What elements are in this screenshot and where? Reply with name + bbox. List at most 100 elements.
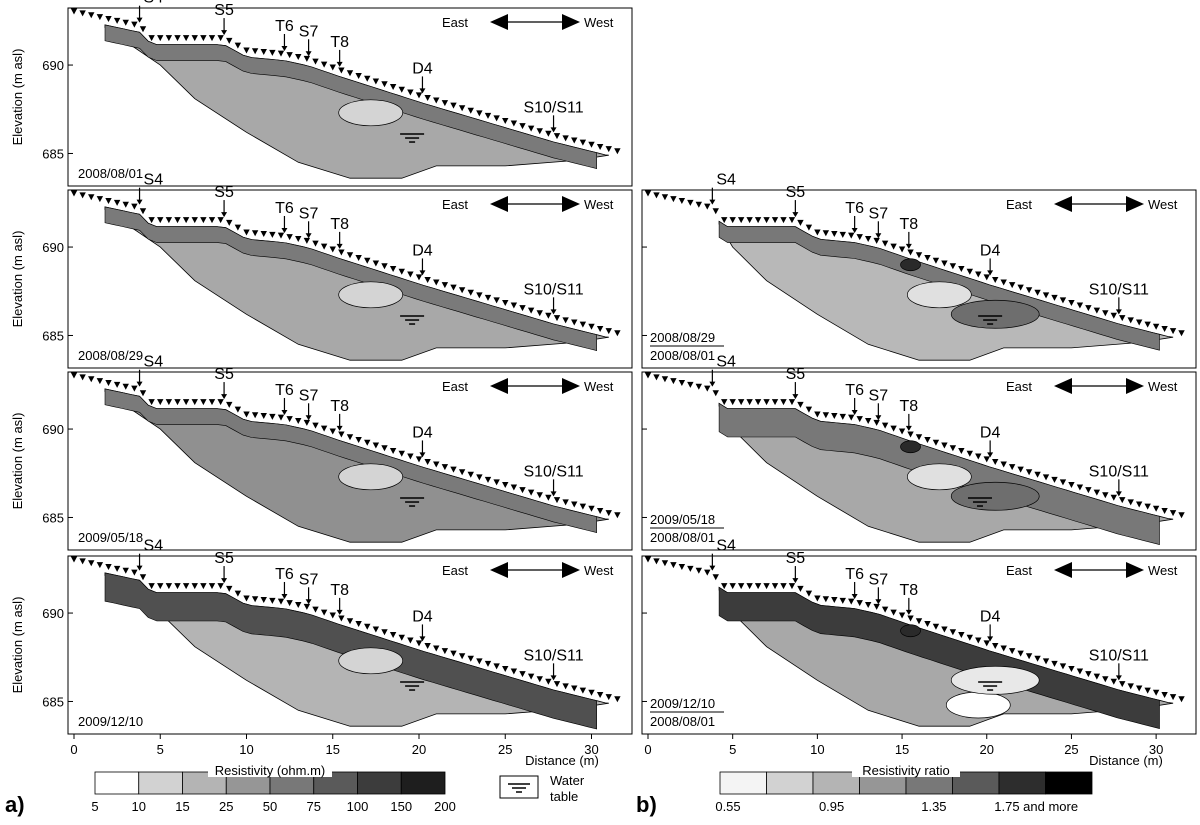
electrode-marker	[493, 663, 500, 670]
marker-arrowhead	[550, 127, 557, 133]
date-label-bottom: 2008/08/01	[650, 348, 715, 363]
electrode-marker	[70, 372, 78, 379]
direction-arrowhead	[562, 378, 580, 394]
electrode-marker	[890, 425, 897, 432]
electrode-marker	[182, 583, 190, 590]
electrode-marker	[251, 230, 259, 237]
electrode-marker	[139, 390, 147, 397]
legend-a-tick: 200	[434, 799, 456, 814]
marker-label: S10/S11	[523, 281, 583, 298]
near-surface-zone	[104, 206, 597, 351]
electrode-marker	[338, 67, 345, 74]
marker-label: T8	[900, 216, 919, 233]
electrode-marker	[476, 292, 483, 299]
electrode-marker	[941, 626, 948, 633]
electrode-marker	[389, 448, 397, 455]
electrode-marker	[286, 234, 293, 241]
electrode-marker	[644, 556, 652, 563]
electrode-marker	[653, 374, 660, 381]
electrode-marker	[389, 632, 397, 639]
electrode-marker	[805, 406, 813, 413]
electrode-marker	[1034, 289, 1041, 296]
electrode-marker	[571, 319, 578, 326]
ratio-zone	[950, 299, 1040, 329]
marker-label: S4	[144, 0, 164, 7]
marker-arrowhead	[281, 593, 288, 599]
electrode-marker	[260, 597, 267, 604]
electrode-marker	[1025, 287, 1033, 294]
electrode-marker	[527, 307, 535, 314]
electrode-marker	[1135, 501, 1143, 508]
electrode-marker	[355, 436, 362, 443]
electrode-marker	[605, 510, 612, 517]
marker-arrowhead	[281, 45, 288, 51]
direction-arrowhead	[490, 196, 508, 212]
direction-arrowhead	[490, 14, 508, 30]
electrode-marker	[502, 481, 509, 488]
resistivity-anomaly	[338, 281, 404, 309]
electrode-marker	[553, 133, 561, 140]
electrode-marker	[415, 640, 423, 647]
y-tick-label: 690	[42, 58, 64, 73]
electrode-marker	[433, 279, 440, 286]
y-tick-label: 690	[42, 606, 64, 621]
electrode-marker	[653, 192, 660, 199]
electrode-marker	[519, 305, 526, 312]
electrode-marker	[148, 583, 155, 590]
marker-arrowhead	[875, 233, 882, 239]
electrode-marker	[1051, 476, 1058, 483]
electrode-marker	[269, 49, 276, 56]
marker-arrowhead	[136, 565, 143, 571]
electrode-marker	[450, 650, 457, 657]
direction-arrowhead	[1054, 196, 1072, 212]
resistivity-anomaly	[338, 99, 404, 127]
electrode-marker	[122, 19, 129, 26]
marker-arrowhead	[419, 452, 426, 458]
electrode-marker	[191, 217, 198, 224]
electrode-marker	[864, 236, 872, 243]
marker-label: S7	[299, 23, 319, 40]
electrode-marker	[458, 469, 466, 476]
electrode-marker	[1017, 466, 1024, 473]
electrode-marker	[907, 615, 914, 622]
marker-label: T8	[330, 34, 349, 51]
electrode-marker	[295, 236, 302, 243]
date-label: 2009/12/10	[78, 714, 143, 729]
marker-arrowhead	[905, 425, 912, 431]
electrode-marker	[484, 294, 492, 301]
electrode-marker	[320, 609, 328, 616]
marker-arrowhead	[1115, 309, 1122, 315]
electrode-marker	[208, 35, 216, 42]
electrode-marker	[579, 687, 587, 694]
y-axis-label: Elevation (m asl)	[10, 413, 25, 510]
water-table-legend-box	[499, 775, 539, 799]
y-tick-label: 685	[42, 694, 64, 709]
electrode-marker	[746, 217, 753, 224]
marker-label: S4	[144, 538, 164, 555]
legend-b-swatch	[998, 771, 1046, 795]
legend-a-swatch	[400, 771, 446, 795]
marker-label: S7	[299, 387, 319, 404]
near-surface-zone	[718, 220, 1160, 351]
electrode-marker	[1051, 660, 1058, 667]
electrode-marker	[338, 431, 345, 438]
ratio-zone	[900, 624, 921, 638]
direction-arrowhead	[562, 14, 580, 30]
electrode-marker	[588, 141, 595, 148]
electrode-marker	[1068, 299, 1075, 306]
direction-arrowhead	[1054, 562, 1072, 578]
marker-label: S4	[716, 172, 736, 189]
electrode-marker	[251, 48, 259, 55]
electrode-marker	[527, 125, 535, 132]
electrode-marker	[398, 634, 405, 641]
panel-a-1: S4 S5 T6 S7 T8 D4 S10/S11 East West 690 685 Elevati…	[10, 0, 633, 187]
electrode-marker	[814, 595, 821, 602]
electrode-marker	[831, 413, 838, 420]
electrode-marker	[476, 658, 483, 665]
electrode-marker	[122, 201, 129, 208]
electrode-marker	[653, 558, 660, 565]
electrode-marker	[277, 414, 285, 421]
electrode-marker	[79, 558, 86, 565]
date-label-bottom: 2008/08/01	[650, 530, 715, 545]
